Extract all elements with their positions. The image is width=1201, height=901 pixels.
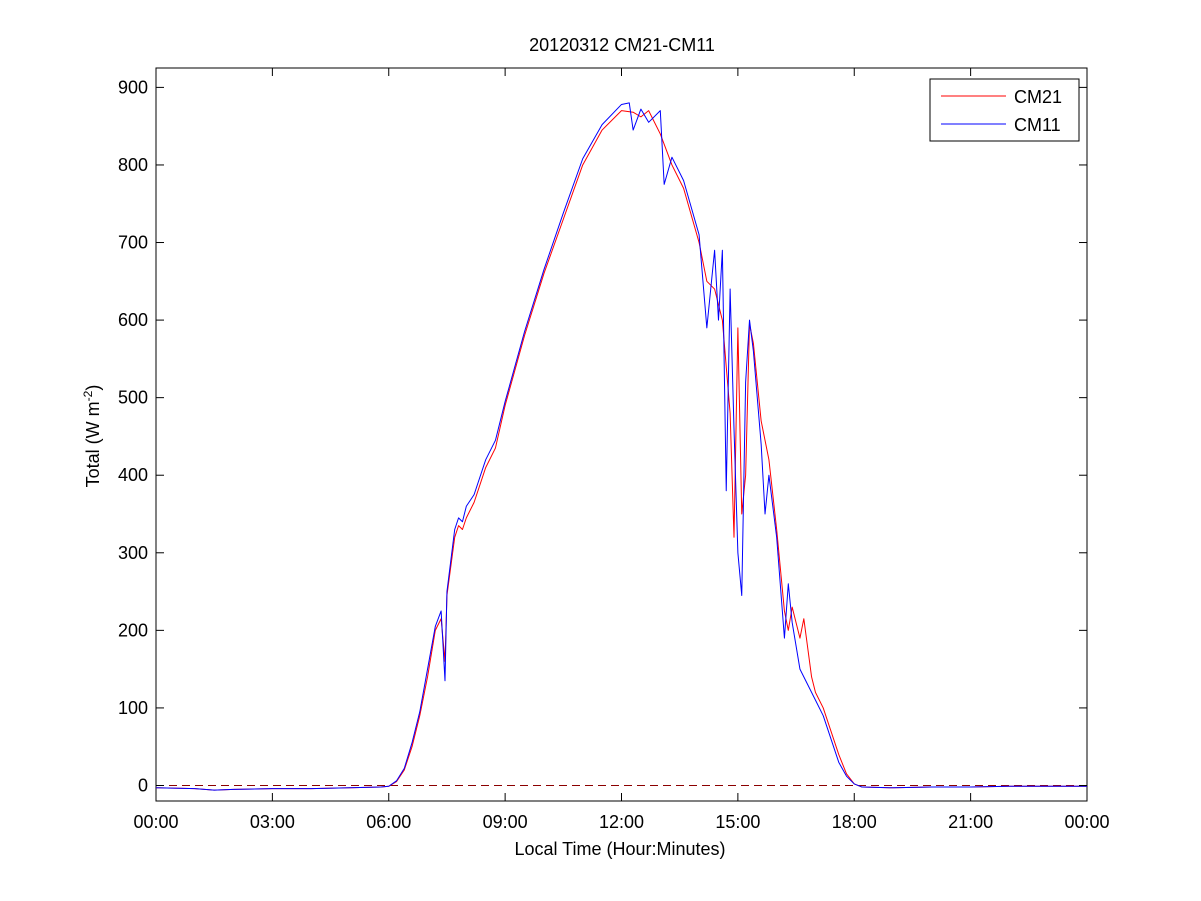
y-tick-label: 900	[118, 77, 148, 97]
y-tick-label: 600	[118, 310, 148, 330]
series-lines	[155, 102, 1087, 791]
y-axis-label-superscript: -2	[81, 390, 95, 401]
x-tick-label: 18:00	[832, 812, 877, 832]
x-axis-label: Local Time (Hour:Minutes)	[514, 839, 725, 859]
legend-label-cm11: CM11	[1014, 115, 1061, 135]
series-line-cm21	[155, 110, 1087, 791]
legend: CM21 CM11	[929, 78, 1080, 142]
y-tick-label: 400	[118, 465, 148, 485]
y-axis-label: Total (W m-2)	[81, 385, 103, 488]
series-line-cm11	[155, 102, 1087, 791]
x-tick-label: 03:00	[250, 812, 295, 832]
plot-area	[155, 67, 1088, 802]
x-tick-label: 00:00	[133, 812, 178, 832]
x-tick-label: 06:00	[366, 812, 411, 832]
legend-label-cm21: CM21	[1014, 87, 1062, 107]
legend-box	[929, 78, 1080, 142]
y-tick-label: 200	[118, 620, 148, 640]
y-tick-label: 100	[118, 698, 148, 718]
y-tick-label: 500	[118, 388, 148, 408]
y-tick-label: 300	[118, 543, 148, 563]
y-axis-label-main: Total (W m	[83, 401, 103, 487]
chart-title: 20120312 CM21-CM11	[529, 35, 715, 55]
x-tick-label: 15:00	[715, 812, 760, 832]
y-tick-label: 0	[138, 775, 148, 795]
axis-ticks: 00:00 03:00 06:00 09:00 12:00 15:00 18:00 21:00…	[118, 68, 1110, 832]
x-tick-label: 09:00	[483, 812, 528, 832]
y-tick-label: 800	[118, 155, 148, 175]
x-tick-label: 00:00	[1064, 812, 1109, 832]
y-axis-label-close: )	[83, 385, 103, 391]
y-tick-label: 700	[118, 233, 148, 253]
x-tick-label: 12:00	[599, 812, 644, 832]
x-tick-label: 21:00	[948, 812, 993, 832]
plot-axes: 00:00 03:00 06:00 09:00 12:00 15:00 18:00 21:00…	[118, 67, 1110, 832]
